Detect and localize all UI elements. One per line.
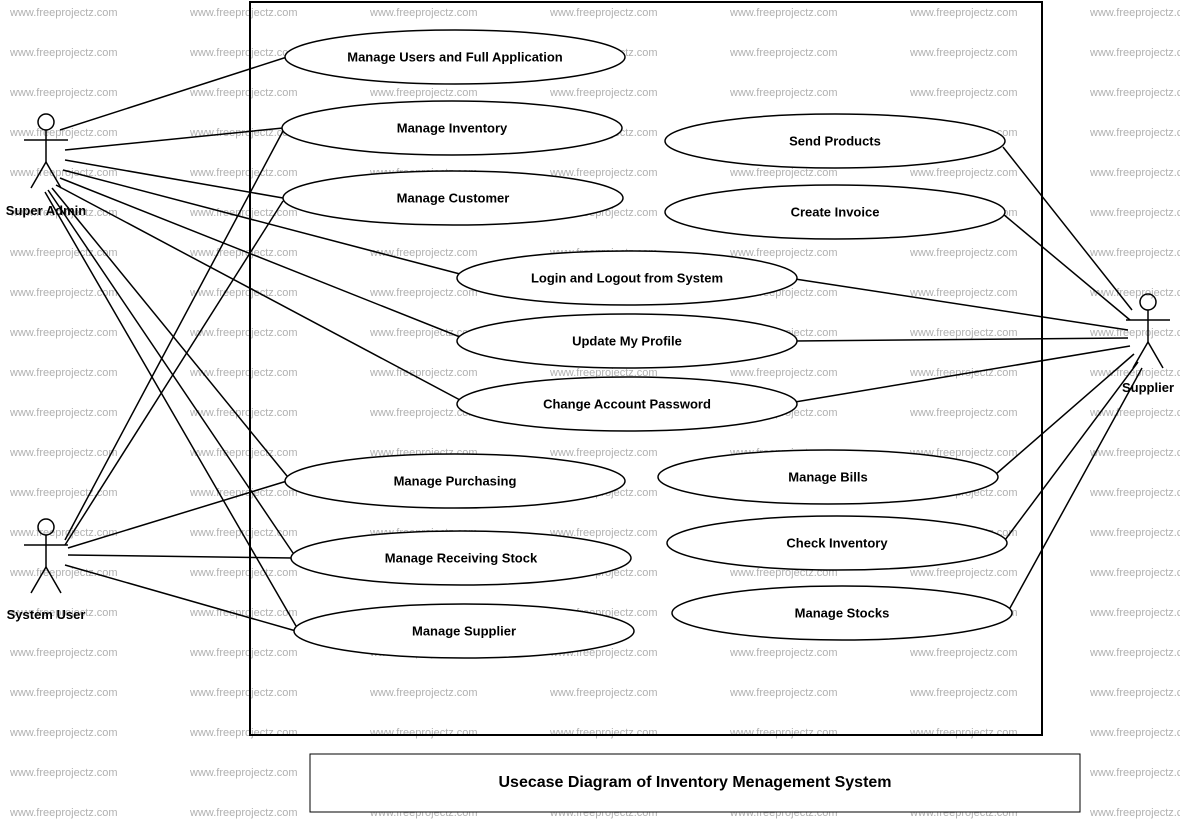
- usecase-label-send-products: Send Products: [675, 134, 995, 149]
- usecase-label-manage-stocks: Manage Stocks: [682, 606, 1002, 621]
- association-line: [996, 354, 1134, 474]
- actor-supplier: [1126, 294, 1170, 368]
- usecase-label-manage-users: Manage Users and Full Application: [295, 50, 615, 65]
- association-line: [795, 346, 1130, 402]
- association-line: [68, 555, 293, 558]
- association-line: [1003, 214, 1130, 320]
- usecase-label-update-profile: Update My Profile: [467, 334, 787, 349]
- usecase-label-login-logout: Login and Logout from System: [467, 271, 787, 286]
- association-line: [52, 188, 287, 476]
- association-line: [1005, 362, 1138, 540]
- diagram-title: Usecase Diagram of Inventory Menagement …: [315, 774, 1075, 792]
- usecase-label-manage-purchasing: Manage Purchasing: [295, 474, 615, 489]
- association-line: [795, 279, 1128, 330]
- association-line: [65, 565, 296, 631]
- usecase-label-manage-receiving: Manage Receiving Stock: [301, 551, 621, 566]
- usecase-label-change-password: Change Account Password: [467, 397, 787, 412]
- usecase-label-manage-inventory: Manage Inventory: [292, 121, 612, 136]
- actor-label-supplier: Supplier: [1122, 380, 1174, 395]
- association-line: [68, 481, 287, 548]
- actor-label-system-user: System User: [7, 607, 86, 622]
- actor-system-user: [24, 519, 68, 593]
- usecase-label-manage-supplier: Manage Supplier: [304, 624, 624, 639]
- usecase-label-create-invoice: Create Invoice: [675, 205, 995, 220]
- actor-super-admin: [24, 114, 68, 188]
- association-line: [1003, 147, 1132, 310]
- usecase-label-check-inventory: Check Inventory: [677, 536, 997, 551]
- usecase-label-manage-customer: Manage Customer: [293, 191, 613, 206]
- association-line: [60, 57, 287, 130]
- actor-label-super-admin: Super Admin: [6, 203, 86, 218]
- association-line: [795, 338, 1128, 341]
- usecase-label-manage-bills: Manage Bills: [668, 470, 988, 485]
